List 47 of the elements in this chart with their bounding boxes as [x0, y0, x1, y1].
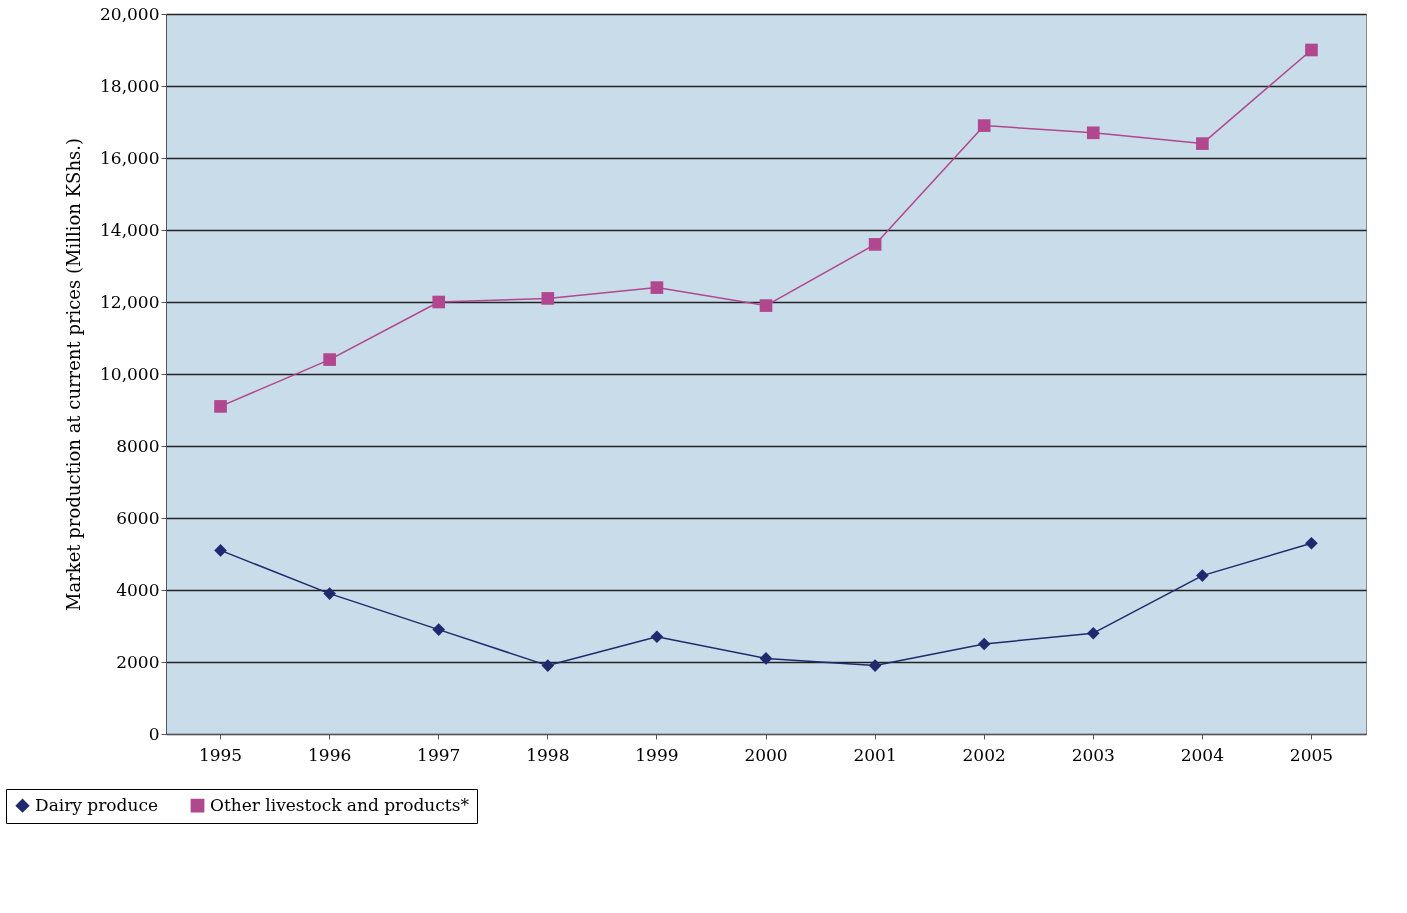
x-tick-label: 2003	[1071, 744, 1115, 765]
point	[323, 587, 336, 600]
point	[214, 544, 227, 557]
x-tick-label: 1995	[198, 744, 243, 765]
x-tick-label: 1999	[635, 744, 679, 765]
y-axis-title: Market production at current prices (Million KShs.)	[63, 138, 85, 611]
y-tick-label: 18,000	[100, 75, 160, 96]
x-tick-label: 2001	[853, 744, 897, 765]
y-tick-label: 0	[148, 723, 160, 744]
x-tick-label: 1997	[417, 744, 461, 765]
x-tick-label: 2004	[1180, 744, 1224, 765]
x-tick-label: 1996	[308, 744, 352, 765]
x-tick-label: 2005	[1289, 744, 1334, 765]
y-tick-label: 6000	[116, 507, 160, 528]
x-tick-label: 1998	[526, 744, 570, 765]
legend-label: Other livestock and products*	[210, 794, 470, 815]
point	[432, 295, 446, 309]
point	[1196, 569, 1209, 582]
y-tick-label: 12,000	[100, 291, 160, 312]
y-tick-label: 4000	[116, 579, 160, 600]
point	[868, 659, 882, 672]
point	[868, 238, 882, 251]
point	[323, 353, 336, 366]
point	[1086, 126, 1100, 140]
point	[214, 400, 227, 413]
point	[541, 659, 555, 672]
y-tick-label: 16,000	[100, 147, 160, 168]
y-tick-label: 8000	[116, 435, 160, 456]
y-tick-label: 14,000	[100, 219, 160, 240]
point	[759, 299, 773, 312]
point	[1086, 626, 1100, 640]
point	[1305, 43, 1318, 57]
point	[650, 281, 664, 294]
point	[541, 292, 555, 305]
y-tick-label: 20,000	[100, 3, 160, 24]
point	[1196, 137, 1209, 150]
y-tick-label: 2000	[116, 651, 160, 672]
x-tick-label: 2002	[962, 744, 1006, 765]
x-tick-label: 2000	[744, 744, 788, 765]
y-tick-label: 10,000	[100, 363, 160, 384]
point	[1305, 536, 1318, 550]
point	[432, 623, 446, 636]
point	[650, 630, 664, 644]
point	[977, 637, 991, 651]
point	[759, 652, 773, 665]
legend-label: Dairy produce	[35, 794, 158, 815]
point	[977, 119, 991, 132]
